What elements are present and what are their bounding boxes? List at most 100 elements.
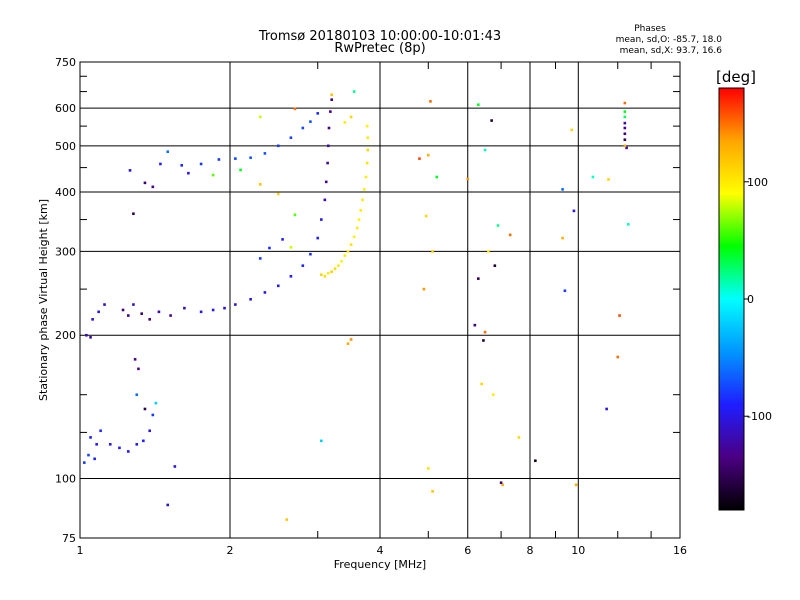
data-point <box>480 382 484 386</box>
data-point <box>499 481 503 485</box>
data-point <box>159 162 162 166</box>
data-point <box>493 264 497 267</box>
data-point <box>365 161 369 165</box>
data-point <box>623 144 627 148</box>
data-point <box>211 173 215 177</box>
data-point <box>97 310 100 314</box>
data-point <box>320 439 323 443</box>
data-point <box>263 291 267 294</box>
data-point <box>482 339 485 342</box>
data-point <box>343 254 347 257</box>
colorbar <box>718 87 745 511</box>
data-point <box>234 303 237 306</box>
y-tick-label: 500 <box>55 140 76 153</box>
data-point <box>623 121 627 125</box>
data-point <box>327 126 331 130</box>
data-point <box>324 180 328 184</box>
data-point <box>268 246 271 250</box>
data-point <box>359 209 363 212</box>
x-tick-label: 4 <box>377 544 384 557</box>
data-point <box>135 443 139 446</box>
data-point <box>199 310 203 314</box>
data-point <box>180 164 184 167</box>
data-point <box>148 429 152 433</box>
data-point <box>276 144 280 148</box>
data-point <box>329 110 332 113</box>
data-point <box>623 115 627 119</box>
data-point <box>173 465 177 468</box>
data-point <box>623 126 627 130</box>
data-point <box>330 98 334 101</box>
data-point <box>483 148 487 152</box>
data-point <box>426 467 430 470</box>
chart-title: Tromsø 20180103 10:00:00-10:01:43 <box>258 29 501 44</box>
data-point <box>320 218 323 221</box>
plot-frame <box>79 61 681 539</box>
data-point <box>435 175 439 179</box>
data-point <box>211 308 215 312</box>
data-point <box>496 224 500 227</box>
data-point <box>357 218 361 221</box>
y-tick-label: 600 <box>55 102 76 115</box>
y-tick-label: 400 <box>55 186 76 199</box>
data-point <box>137 367 140 371</box>
data-point <box>623 132 627 136</box>
data-point <box>490 119 493 122</box>
data-point <box>477 277 480 280</box>
y-axis-label: Stationary phase Virtual Height [km] <box>37 199 50 401</box>
data-point <box>258 257 262 260</box>
data-point <box>323 274 327 278</box>
x-tick-label: 10 <box>571 544 585 557</box>
chart-subtitle: RwPretec (8p) <box>334 41 425 56</box>
data-point <box>327 271 330 275</box>
data-point <box>561 236 564 240</box>
data-point <box>591 175 595 179</box>
data-point <box>333 267 337 270</box>
x-tick-label: 2 <box>227 544 234 557</box>
data-point <box>143 181 147 185</box>
data-point <box>534 459 537 463</box>
data-point <box>337 264 340 267</box>
data-point <box>330 270 334 273</box>
data-point <box>326 161 329 165</box>
data-point <box>426 153 430 157</box>
data-point <box>365 124 369 128</box>
data-point <box>623 101 627 105</box>
data-point <box>157 310 161 314</box>
data-points <box>82 90 630 521</box>
data-point <box>429 100 432 103</box>
data-point <box>607 178 610 181</box>
x-tick-label: 8 <box>527 544 534 557</box>
data-point <box>93 457 96 461</box>
grid-lines <box>80 62 680 538</box>
y-tick-label: 100 <box>55 473 76 486</box>
colorbar-tick-label: -100 <box>747 410 772 423</box>
data-point <box>132 212 135 216</box>
data-point <box>316 236 320 240</box>
data-point <box>87 453 90 457</box>
data-point <box>349 243 353 246</box>
data-point <box>623 138 627 142</box>
data-point <box>574 483 578 487</box>
x-tick-label: 6 <box>464 544 471 557</box>
data-point <box>487 250 490 253</box>
data-point <box>618 314 621 317</box>
data-point <box>151 413 155 417</box>
data-point <box>142 439 145 443</box>
data-point <box>301 264 305 267</box>
data-point <box>301 126 305 130</box>
y-tick-label: 750 <box>55 56 76 69</box>
data-point <box>148 318 152 321</box>
data-point <box>309 120 312 123</box>
data-point <box>249 297 252 301</box>
y-tick-label: 75 <box>62 532 76 545</box>
data-point <box>466 177 470 181</box>
y-tick-label: 300 <box>55 245 76 258</box>
data-point <box>118 446 121 450</box>
data-point <box>361 198 364 202</box>
data-point <box>316 112 320 115</box>
data-point <box>276 192 280 196</box>
x-tick-label: 1 <box>77 544 84 557</box>
data-point <box>309 252 312 256</box>
data-point <box>477 103 480 107</box>
